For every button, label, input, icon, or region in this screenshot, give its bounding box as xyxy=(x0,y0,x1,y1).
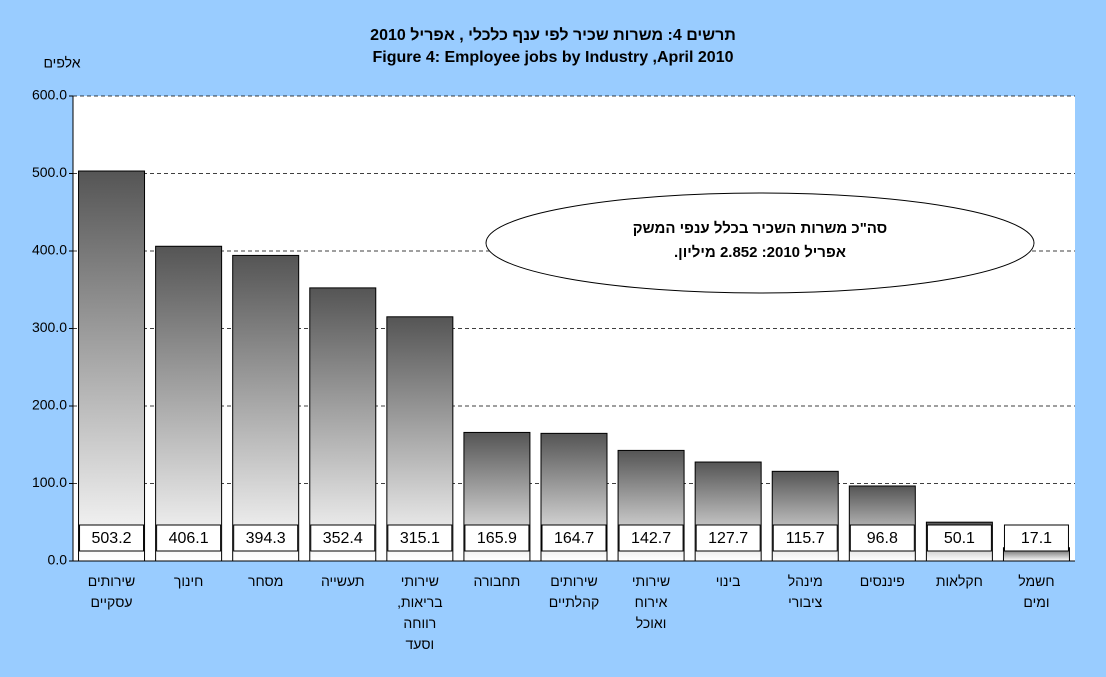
y-tick-label: 500.0 xyxy=(32,164,67,180)
value-label-box xyxy=(233,524,299,552)
y-axis-label: אלפים xyxy=(43,55,80,71)
value-label-box xyxy=(79,524,145,552)
value-label: 352.4 xyxy=(323,530,363,547)
x-tick-label: מסחר xyxy=(248,573,284,589)
x-tick-label: שירותים קהלתיים xyxy=(548,573,600,610)
value-label-box xyxy=(1003,524,1069,552)
value-label: 142.7 xyxy=(631,530,671,547)
value-label-box xyxy=(695,524,761,552)
value-label: 394.3 xyxy=(246,530,286,547)
y-tick-label: 300.0 xyxy=(32,319,67,335)
bar xyxy=(309,287,377,562)
chart-subtitle: Figure 4: Employee jobs by Industry ,Apr… xyxy=(373,49,734,66)
value-label: 503.2 xyxy=(92,530,132,547)
x-tick-label: תחבורה xyxy=(473,573,521,589)
x-tick-label: שירותי בריאות, רווחה וסעד xyxy=(397,573,443,652)
value-label: 50.1 xyxy=(944,530,975,547)
value-label-box xyxy=(541,524,607,552)
value-label: 315.1 xyxy=(400,530,440,547)
value-label: 127.7 xyxy=(708,530,748,547)
y-tick-label: 600.0 xyxy=(32,87,67,103)
value-label: 406.1 xyxy=(169,530,209,547)
bar xyxy=(155,245,223,562)
x-tick-label: חינוך xyxy=(173,573,204,589)
value-label: 165.9 xyxy=(477,530,517,547)
annotation-ellipse xyxy=(485,192,1035,294)
y-tick-label: 0.0 xyxy=(48,552,68,568)
bar xyxy=(232,254,300,562)
annotation-text: סה"כ משרות השכיר בכלל ענפי המשק xyxy=(633,220,888,237)
x-tick-label: פיננסים xyxy=(859,573,905,589)
x-tick-label: שירותים עסקיים xyxy=(87,573,136,610)
y-tick-label: 400.0 xyxy=(32,242,67,258)
value-label: 17.1 xyxy=(1021,530,1052,547)
value-label-box xyxy=(464,524,530,552)
bar xyxy=(78,170,146,562)
y-tick-label: 200.0 xyxy=(32,397,67,413)
value-label: 96.8 xyxy=(867,530,898,547)
value-label-box xyxy=(156,524,222,552)
x-tick-label: חשמל ומים xyxy=(1018,573,1055,610)
value-label: 164.7 xyxy=(554,530,594,547)
y-tick-label: 100.0 xyxy=(32,474,67,490)
value-label-box xyxy=(618,524,684,552)
value-label-box xyxy=(772,524,838,552)
value-label: 115.7 xyxy=(786,530,825,547)
x-tick-label: שירותי אירוח ואוכל xyxy=(631,573,671,631)
value-label-box xyxy=(310,524,376,552)
bar xyxy=(386,316,454,562)
chart-title: תרשים 4: משרות שכיר לפי ענף כלכלי , אפרי… xyxy=(370,26,736,44)
x-tick-label: תעשייה xyxy=(320,573,365,589)
value-label-box xyxy=(387,524,453,552)
value-label-box xyxy=(926,524,992,552)
annotation-text: אפריל 2010: 2.852 מיליון. xyxy=(674,244,846,261)
value-label-box xyxy=(849,524,915,552)
x-tick-label: מינהל ציבורי xyxy=(787,573,823,610)
x-tick-label: חקלאות xyxy=(935,573,983,589)
x-tick-label: בינוי xyxy=(715,573,741,589)
